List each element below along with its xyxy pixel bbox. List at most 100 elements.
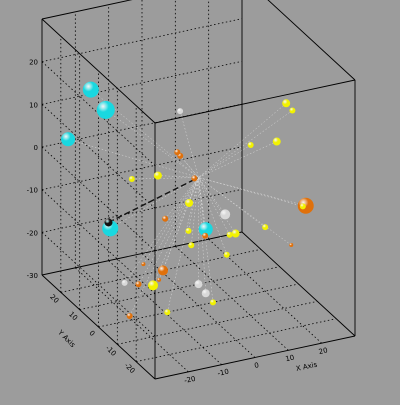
grid-line	[41, 104, 156, 209]
data-point	[185, 227, 192, 234]
data-point	[162, 215, 169, 222]
grid-line	[208, 238, 322, 344]
grid-line	[41, 60, 243, 105]
grid-line	[141, 253, 256, 358]
data-point	[61, 132, 76, 147]
tick-labels: 20 10 0 -10 -20 -30 -20 -10 0 10 20 -20 -10 0 10 20	[27, 59, 329, 385]
z-tick-label: -10	[27, 187, 38, 195]
axis-edge	[41, 0, 133, 20]
data-point	[164, 309, 171, 316]
grid-line	[41, 232, 156, 337]
data-point	[194, 280, 203, 289]
drop-line	[198, 177, 303, 207]
data-point	[153, 171, 162, 180]
y-tick-label: 0	[88, 329, 97, 338]
data-point	[177, 108, 184, 115]
data-point	[226, 231, 233, 238]
data-point	[148, 280, 158, 291]
drop-line	[179, 111, 199, 178]
axis-edge	[41, 274, 156, 380]
drop-line	[188, 177, 199, 204]
data-point	[135, 281, 142, 288]
x-tick-label: 20	[318, 346, 328, 356]
drop-line	[110, 177, 199, 229]
x-tick-label: -10	[217, 368, 230, 378]
y-tick-label: -20	[123, 361, 137, 375]
grid-line	[41, 189, 156, 294]
data-point	[272, 137, 281, 146]
data-point	[141, 262, 146, 267]
grid-line	[136, 318, 337, 363]
grid-line	[41, 146, 156, 252]
z-tick-label: -30	[27, 272, 38, 280]
drop-line	[129, 177, 199, 317]
drop-line	[131, 177, 199, 180]
axis-edge	[267, 0, 356, 81]
grid-line	[75, 267, 189, 373]
y-axis-label: Y Axis	[56, 328, 77, 349]
axes-box	[41, 0, 356, 380]
z-tick-label: 10	[29, 101, 38, 109]
y-tick-label: 10	[67, 310, 79, 322]
drop-line	[198, 177, 206, 230]
x-axis-label: X Axis	[295, 361, 318, 373]
y-tick-label: 20	[48, 293, 60, 305]
data-point	[299, 203, 306, 210]
drop-line	[198, 177, 206, 236]
drop-line	[198, 177, 292, 246]
data-point	[198, 222, 213, 237]
data-point	[201, 289, 210, 298]
data-point	[191, 175, 198, 182]
data-points	[61, 81, 314, 319]
data-point	[289, 243, 294, 248]
data-point	[289, 107, 296, 114]
drop-line	[198, 141, 277, 178]
z-tick-label: 0	[34, 144, 38, 152]
y-tick-label: -10	[104, 344, 118, 358]
drop-line	[105, 109, 199, 178]
data-point	[220, 209, 231, 220]
data-point	[202, 232, 209, 239]
data-point	[262, 224, 269, 231]
data-point	[82, 81, 99, 98]
drop-line	[158, 177, 199, 281]
drop-line	[198, 177, 236, 234]
drop-line	[198, 144, 251, 178]
x-tick-label: -20	[183, 375, 196, 385]
grid-line	[79, 266, 280, 311]
data-point	[185, 198, 194, 207]
grid-line	[41, 188, 243, 233]
x-tick-label: 10	[285, 354, 295, 364]
axis-edge	[41, 18, 156, 124]
grid-line	[117, 300, 318, 345]
data-point	[282, 99, 291, 108]
drop-line	[143, 177, 199, 265]
data-point	[157, 277, 162, 282]
drop-line	[198, 177, 230, 235]
axis-edge	[41, 231, 243, 276]
data-point	[104, 218, 113, 227]
data-point	[128, 176, 135, 183]
data-point	[223, 251, 230, 258]
x-tick-label: 0	[254, 361, 260, 370]
data-point	[126, 312, 133, 319]
data-point	[158, 265, 168, 276]
drop-line	[138, 177, 199, 285]
data-point	[247, 142, 254, 148]
drop-line	[108, 176, 199, 224]
data-point	[174, 149, 181, 156]
drop-line	[191, 177, 199, 246]
drop-line	[124, 177, 199, 284]
drop-lines	[68, 89, 306, 317]
data-point	[210, 299, 216, 306]
data-point	[96, 100, 115, 119]
data-point	[231, 229, 240, 238]
drop-line	[68, 139, 199, 178]
z-tick-label: 20	[29, 59, 38, 67]
drop-line	[198, 177, 226, 215]
axis-edge	[154, 335, 356, 380]
data-point	[121, 279, 128, 286]
drop-line	[164, 177, 199, 219]
